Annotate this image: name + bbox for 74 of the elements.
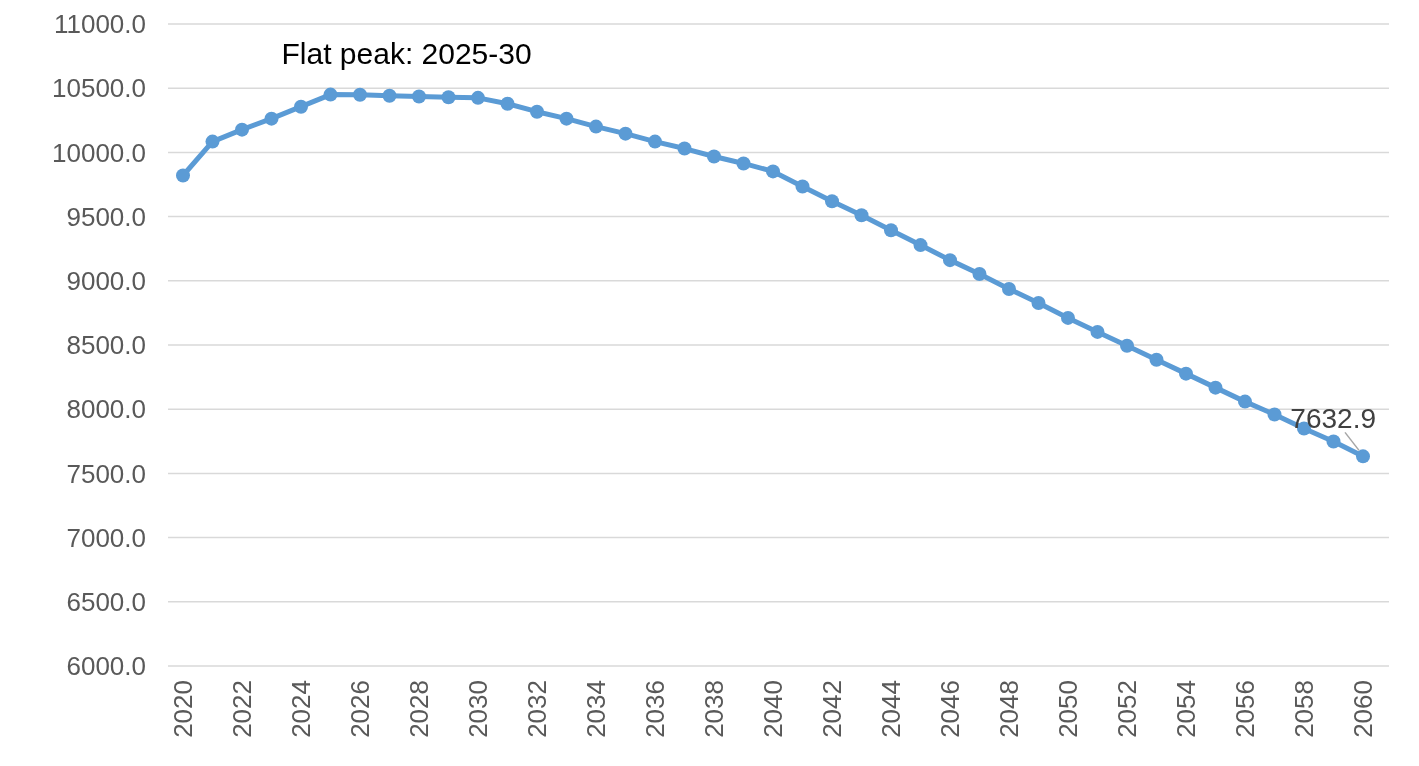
point: [1208, 380, 1223, 395]
point: [707, 149, 721, 164]
point: [264, 111, 279, 126]
point: [1002, 282, 1016, 297]
point: [1061, 310, 1075, 325]
point: [648, 134, 662, 149]
point: [500, 96, 515, 111]
point: [766, 164, 780, 179]
y-tick-label: 9000.0: [66, 265, 146, 296]
point: [441, 90, 456, 105]
point: [205, 134, 220, 149]
x-tick-label: 2042: [817, 680, 847, 738]
point: [854, 208, 869, 223]
point: [972, 267, 987, 281]
point: [1120, 338, 1134, 353]
point: [1326, 434, 1341, 449]
point: [618, 126, 633, 141]
x-tick-label: 2040: [758, 680, 788, 738]
y-tick-label: 11000.0: [53, 9, 146, 40]
x-tick-label: 2030: [463, 680, 493, 738]
point: [353, 87, 367, 102]
x-tick-label: 2056: [1230, 680, 1260, 738]
point: [589, 119, 603, 134]
x-tick-label: 2058: [1289, 680, 1319, 738]
point: [795, 179, 810, 194]
y-tick-label: 8500.0: [66, 330, 146, 361]
point: [884, 223, 898, 238]
x-tick-label: 2054: [1171, 680, 1201, 738]
y-tick-label: 7000.0: [66, 522, 146, 553]
y-tick-label: 8000.0: [66, 394, 146, 425]
y-tick-label: 9500.0: [66, 201, 146, 232]
data-label: 7632.9: [1290, 403, 1376, 435]
point: [471, 90, 485, 105]
x-tick-label: 2050: [1053, 680, 1083, 738]
point: [1267, 407, 1282, 422]
point: [1031, 296, 1046, 311]
x-tick-label: 2044: [876, 680, 906, 738]
point: [323, 87, 338, 102]
x-tick-label: 2028: [404, 680, 434, 738]
point: [1179, 366, 1193, 381]
point: [235, 122, 249, 137]
point: [412, 89, 426, 104]
x-tick-label: 2048: [994, 680, 1024, 738]
point: [1356, 449, 1370, 464]
annotation: Flat peak: 2025-30: [281, 37, 532, 70]
point: [1238, 394, 1252, 409]
point: [677, 141, 692, 156]
x-tick-label: 2052: [1112, 680, 1142, 738]
point: [943, 253, 957, 268]
point: [294, 99, 308, 114]
point: [913, 238, 928, 253]
x-tick-label: 2026: [345, 680, 375, 738]
y-tick-label: 6000.0: [66, 651, 146, 682]
x-tick-label: 2034: [581, 680, 611, 738]
x-tick-label: 2046: [935, 680, 965, 738]
y-tick-label: 10000.0: [52, 137, 146, 168]
point: [382, 88, 397, 103]
x-tick-label: 2060: [1348, 680, 1378, 738]
point: [736, 156, 751, 171]
y-tick-label: 6500.0: [66, 586, 146, 617]
point: [1149, 352, 1164, 367]
y-tick-label: 10500.0: [52, 73, 146, 104]
x-tick-label: 2024: [286, 680, 316, 738]
point: [559, 111, 574, 126]
x-tick-label: 2036: [640, 680, 670, 738]
y-tick-label: 7500.0: [66, 458, 146, 489]
x-tick-label: 2038: [699, 680, 729, 738]
x-tick-label: 2032: [522, 680, 552, 738]
point: [530, 104, 544, 119]
point: [1090, 324, 1105, 339]
x-tick-label: 2020: [168, 680, 198, 738]
x-tick-label: 2022: [227, 680, 257, 738]
point: [825, 194, 839, 209]
point: [176, 168, 190, 183]
